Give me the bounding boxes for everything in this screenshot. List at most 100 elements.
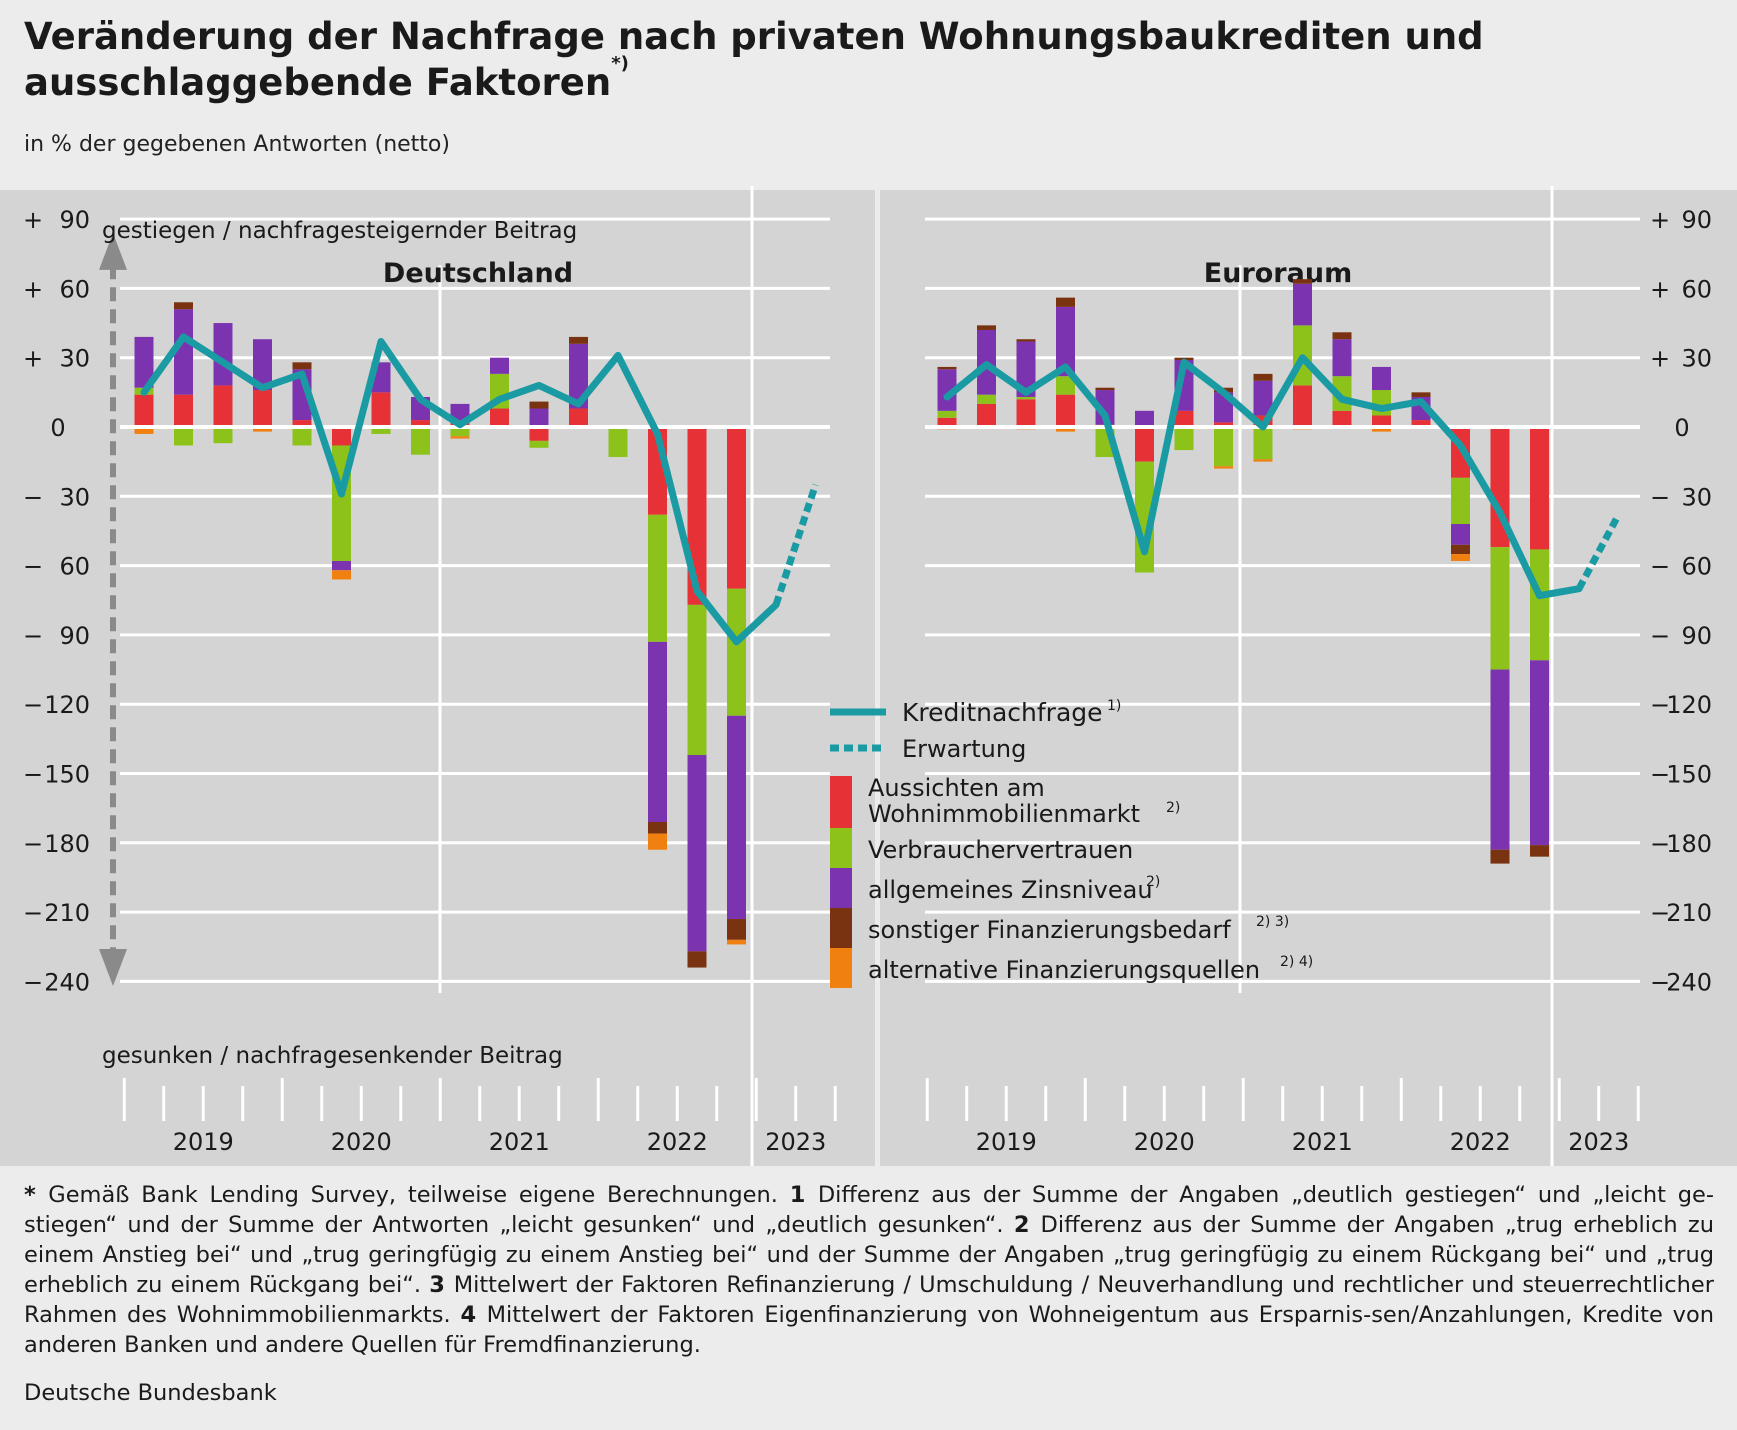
year-label: 2021 xyxy=(489,1128,550,1156)
y-tick-sign-right: + xyxy=(1650,345,1670,373)
legend-swatch xyxy=(830,948,852,988)
bar-segment xyxy=(569,408,588,427)
y-tick-sign: + xyxy=(23,345,43,373)
bar-segment xyxy=(1293,385,1312,427)
legend-item-sup: 2) 3) xyxy=(1256,914,1289,930)
axis-top-label: gestiegen / nachfragesteigernder Beitrag xyxy=(102,218,577,244)
y-tick-sign: − xyxy=(23,761,43,789)
bar-segment xyxy=(1253,427,1273,460)
y-tick-label-right: 0 xyxy=(1674,414,1689,442)
bar-segment xyxy=(727,919,746,940)
bar-segment xyxy=(687,755,707,952)
bar-segment xyxy=(1174,427,1194,451)
legend-item-label: sonstiger Finanzierungsbedarf xyxy=(868,916,1231,944)
bar-segment xyxy=(1530,660,1549,846)
bar-segment xyxy=(1411,392,1431,397)
bar-segment xyxy=(1016,341,1036,397)
bar-segment xyxy=(292,420,312,427)
source: Deutsche Bundesbank xyxy=(24,1380,277,1406)
legend-item-label: Wohnimmobilienmarkt xyxy=(868,800,1140,828)
bar-segment xyxy=(1490,547,1510,670)
bar-segment xyxy=(529,427,549,441)
bar-segment xyxy=(1095,390,1115,425)
footnote-part: Differenz aus der Summe der Angaben „tru… xyxy=(24,1212,1714,1298)
legend-item-label: alternative Finanzierungsquellen xyxy=(868,956,1260,984)
footnote-text: * Gemäß Bank Lending Survey, teilweise e… xyxy=(24,1180,1714,1360)
y-tick-sign-right: − xyxy=(1650,830,1670,858)
bar-segment xyxy=(332,427,351,446)
bar-segment xyxy=(213,385,233,427)
legend-item-sup: 2) xyxy=(1166,800,1180,816)
bar-segment xyxy=(1056,376,1075,395)
bar-segment xyxy=(1016,399,1036,427)
title-block: Veränderung der Nachfrage nach privaten … xyxy=(24,14,1714,157)
panel-title: Euroraum xyxy=(1204,258,1352,289)
footnote-marker: 3 xyxy=(429,1272,454,1298)
y-tick-sign-right: − xyxy=(1650,899,1670,927)
bar-segment xyxy=(1332,410,1352,427)
legend-item-label: Aussichten am xyxy=(868,774,1045,802)
bar-segment xyxy=(977,394,996,404)
footnote-block: * Gemäß Bank Lending Survey, teilweise e… xyxy=(24,1180,1714,1408)
y-tick-label-right: 30 xyxy=(1681,483,1712,511)
y-tick-label: 60 xyxy=(59,553,90,581)
y-tick-label-right: 30 xyxy=(1681,345,1712,373)
bar-segment xyxy=(253,390,272,427)
year-label: 2020 xyxy=(331,1128,392,1156)
footnote-part: Differenz aus der Summe der Angaben „deu… xyxy=(24,1182,1714,1238)
bar-segment xyxy=(253,339,272,391)
legend-dashed-label: Erwartung xyxy=(902,735,1026,763)
bar-segment xyxy=(648,833,667,850)
y-tick-label-right: 60 xyxy=(1681,275,1712,303)
y-tick-label-right: 240 xyxy=(1666,968,1712,996)
bar-segment xyxy=(1056,427,1075,432)
y-tick-label: 150 xyxy=(44,761,90,789)
bar-segment xyxy=(1135,427,1154,462)
bar-segment xyxy=(687,951,707,968)
bar-segment xyxy=(1372,415,1391,427)
bar-segment xyxy=(1095,387,1115,391)
bar-segment xyxy=(1490,849,1510,864)
y-tick-sign-right: − xyxy=(1650,622,1670,650)
y-tick-label: 180 xyxy=(44,830,90,858)
y-tick-label: 90 xyxy=(59,206,90,234)
y-tick-label: 30 xyxy=(59,345,90,373)
axis-bottom-label: gesunken / nachfragesenkender Beitrag xyxy=(102,1043,563,1069)
bar-segment xyxy=(213,427,233,444)
bar-segment xyxy=(1056,297,1075,307)
panel-top-edge xyxy=(0,186,1737,190)
bar-segment xyxy=(174,309,193,395)
y-tick-label: 240 xyxy=(44,968,90,996)
bar-segment xyxy=(1253,373,1273,381)
direction-arrow-up-head xyxy=(99,232,127,270)
bar-segment xyxy=(608,427,628,458)
bar-segment xyxy=(1490,669,1510,850)
y-tick-sign: − xyxy=(23,968,43,996)
y-tick-label: 210 xyxy=(44,899,90,927)
bar-segment xyxy=(1372,366,1391,391)
y-tick-label-right: 90 xyxy=(1681,622,1712,650)
footnote-marker: 4 xyxy=(460,1302,487,1328)
bar-segment xyxy=(371,427,391,434)
y-tick-label-right: 90 xyxy=(1681,206,1712,234)
bar-segment xyxy=(529,440,549,448)
bar-segment xyxy=(1451,524,1470,545)
y-tick-sign: − xyxy=(23,691,43,719)
bar-segment xyxy=(1253,380,1273,416)
bar-segment xyxy=(937,417,957,427)
legend-item-sup: 2) 4) xyxy=(1280,954,1313,970)
year-label: 2021 xyxy=(1292,1128,1353,1156)
bar-segment xyxy=(292,362,312,370)
y-tick-sign-right: − xyxy=(1650,761,1670,789)
panel-title: Deutschland xyxy=(383,258,573,289)
bar-segment xyxy=(977,403,996,427)
bar-segment xyxy=(253,427,272,432)
bar-segment xyxy=(1135,410,1154,427)
legend-swatch xyxy=(830,828,852,868)
bar-segment xyxy=(411,420,430,427)
y-tick-sign: − xyxy=(23,830,43,858)
y-tick-label-right: 210 xyxy=(1666,899,1712,927)
y-tick-sign: − xyxy=(23,483,43,511)
bar-segment xyxy=(332,570,351,580)
expectation-line xyxy=(772,483,819,606)
